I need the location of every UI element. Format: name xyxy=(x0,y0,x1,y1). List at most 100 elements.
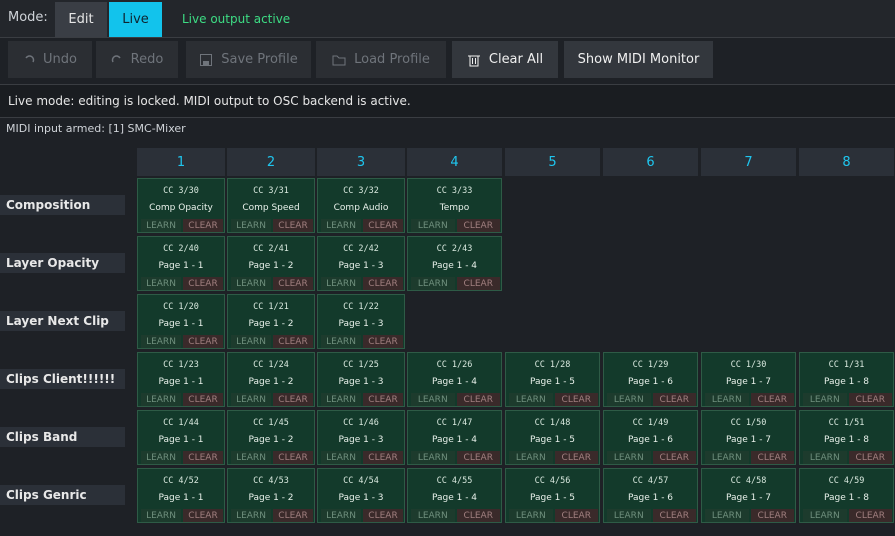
learn-button[interactable]: LEARN xyxy=(141,509,181,522)
cc-label: CC 1/50 xyxy=(730,418,767,428)
mapping-name: Page 1 - 3 xyxy=(338,493,384,503)
clear-button[interactable]: CLEAR xyxy=(273,509,313,522)
clear-button[interactable]: CLEAR xyxy=(652,451,696,464)
mapping-name: Comp Speed xyxy=(242,203,300,213)
cc-label: CC 2/40 xyxy=(163,244,199,254)
learn-button[interactable]: LEARN xyxy=(321,219,361,232)
status-message: Live mode: editing is locked. MIDI outpu… xyxy=(8,94,411,108)
row-label: Clips Genric xyxy=(0,485,125,505)
cc-label: CC 1/44 xyxy=(163,418,199,428)
learn-button[interactable]: LEARN xyxy=(231,277,271,290)
mapping-name: Page 1 - 3 xyxy=(338,261,384,271)
row-label: Clips Client!!!!!! xyxy=(0,369,125,389)
learn-button[interactable]: LEARN xyxy=(705,509,749,522)
toolbar-button[interactable]: Show MIDI Monitor xyxy=(564,41,713,78)
clear-button[interactable]: CLEAR xyxy=(848,451,892,464)
button-label: Redo xyxy=(130,52,164,67)
clear-button[interactable]: CLEAR xyxy=(554,509,598,522)
clear-button[interactable]: CLEAR xyxy=(652,509,696,522)
clear-button[interactable]: CLEAR xyxy=(363,509,403,522)
learn-button[interactable]: LEARN xyxy=(411,219,455,232)
clear-button[interactable]: CLEAR xyxy=(363,219,403,232)
clear-button[interactable]: CLEAR xyxy=(750,393,794,406)
learn-button[interactable]: LEARN xyxy=(803,451,847,464)
learn-button[interactable]: LEARN xyxy=(411,393,455,406)
learn-button[interactable]: LEARN xyxy=(141,219,181,232)
learn-button[interactable]: LEARN xyxy=(509,509,553,522)
learn-button[interactable]: LEARN xyxy=(231,393,271,406)
toolbar-button[interactable]: Save Profile xyxy=(186,41,311,78)
learn-button[interactable]: LEARN xyxy=(803,509,847,522)
clear-button[interactable]: CLEAR xyxy=(363,451,403,464)
mode-button[interactable]: Edit xyxy=(55,2,107,37)
mode-label: Mode: xyxy=(8,10,48,25)
clear-button[interactable]: CLEAR xyxy=(273,335,313,348)
learn-button[interactable]: LEARN xyxy=(141,393,181,406)
clear-button[interactable]: CLEAR xyxy=(183,451,223,464)
learn-button[interactable]: LEARN xyxy=(607,509,651,522)
clear-button[interactable]: CLEAR xyxy=(456,509,500,522)
learn-button[interactable]: LEARN xyxy=(411,509,455,522)
clear-button[interactable]: CLEAR xyxy=(456,451,500,464)
clear-button[interactable]: CLEAR xyxy=(652,393,696,406)
clear-button[interactable]: CLEAR xyxy=(183,277,223,290)
clear-button[interactable]: CLEAR xyxy=(848,509,892,522)
toolbar-button[interactable]: Redo xyxy=(96,41,178,78)
mapping-cell: CC 2/41 Page 1 - 2 LEARN CLEAR xyxy=(227,236,315,291)
toolbar-button[interactable]: Clear All xyxy=(452,41,558,78)
clear-button[interactable]: CLEAR xyxy=(363,277,403,290)
learn-button[interactable]: LEARN xyxy=(321,335,361,348)
learn-button[interactable]: LEARN xyxy=(411,451,455,464)
learn-button[interactable]: LEARN xyxy=(705,393,749,406)
toolbar-button[interactable]: Undo xyxy=(8,41,92,78)
learn-button[interactable]: LEARN xyxy=(705,451,749,464)
clear-button[interactable]: CLEAR xyxy=(554,451,598,464)
cc-label: CC 1/51 xyxy=(828,418,865,428)
learn-button[interactable]: LEARN xyxy=(411,277,455,290)
learn-button[interactable]: LEARN xyxy=(509,451,553,464)
button-label: Save Profile xyxy=(221,52,298,67)
learn-button[interactable]: LEARN xyxy=(321,277,361,290)
clear-button[interactable]: CLEAR xyxy=(183,393,223,406)
mode-button[interactable]: Live xyxy=(109,2,162,37)
cc-label: CC 1/49 xyxy=(632,418,669,428)
clear-button[interactable]: CLEAR xyxy=(183,219,223,232)
toolbar-button[interactable]: Load Profile xyxy=(316,41,446,78)
learn-button[interactable]: LEARN xyxy=(231,335,271,348)
cc-label: CC 1/20 xyxy=(163,302,199,312)
learn-button[interactable]: LEARN xyxy=(607,393,651,406)
mapping-cell: CC 3/30 Comp Opacity LEARN CLEAR xyxy=(137,178,225,233)
learn-button[interactable]: LEARN xyxy=(141,277,181,290)
learn-button[interactable]: LEARN xyxy=(321,393,361,406)
clear-button[interactable]: CLEAR xyxy=(363,393,403,406)
clear-button[interactable]: CLEAR xyxy=(750,451,794,464)
clear-button[interactable]: CLEAR xyxy=(273,219,313,232)
learn-button[interactable]: LEARN xyxy=(803,393,847,406)
clear-button[interactable]: CLEAR xyxy=(456,277,500,290)
learn-button[interactable]: LEARN xyxy=(141,451,181,464)
clear-button[interactable]: CLEAR xyxy=(456,219,500,232)
clear-button[interactable]: CLEAR xyxy=(363,335,403,348)
clear-button[interactable]: CLEAR xyxy=(273,393,313,406)
learn-button[interactable]: LEARN xyxy=(607,451,651,464)
clear-button[interactable]: CLEAR xyxy=(554,393,598,406)
learn-button[interactable]: LEARN xyxy=(231,451,271,464)
clear-button[interactable]: CLEAR xyxy=(273,451,313,464)
clear-button[interactable]: CLEAR xyxy=(183,335,223,348)
learn-button[interactable]: LEARN xyxy=(231,219,271,232)
clear-button[interactable]: CLEAR xyxy=(750,509,794,522)
learn-button[interactable]: LEARN xyxy=(141,335,181,348)
clear-button[interactable]: CLEAR xyxy=(183,509,223,522)
cc-label: CC 4/55 xyxy=(436,476,473,486)
clear-button[interactable]: CLEAR xyxy=(273,277,313,290)
learn-button[interactable]: LEARN xyxy=(231,509,271,522)
button-label: Show MIDI Monitor xyxy=(577,52,700,67)
clear-button[interactable]: CLEAR xyxy=(456,393,500,406)
learn-button[interactable]: LEARN xyxy=(321,451,361,464)
clear-button[interactable]: CLEAR xyxy=(848,393,892,406)
cc-label: CC 2/42 xyxy=(343,244,379,254)
learn-button[interactable]: LEARN xyxy=(321,509,361,522)
learn-button[interactable]: LEARN xyxy=(509,393,553,406)
mapping-cell: CC 1/25 Page 1 - 3 LEARN CLEAR xyxy=(317,352,405,407)
column-header: 8 xyxy=(799,148,894,176)
